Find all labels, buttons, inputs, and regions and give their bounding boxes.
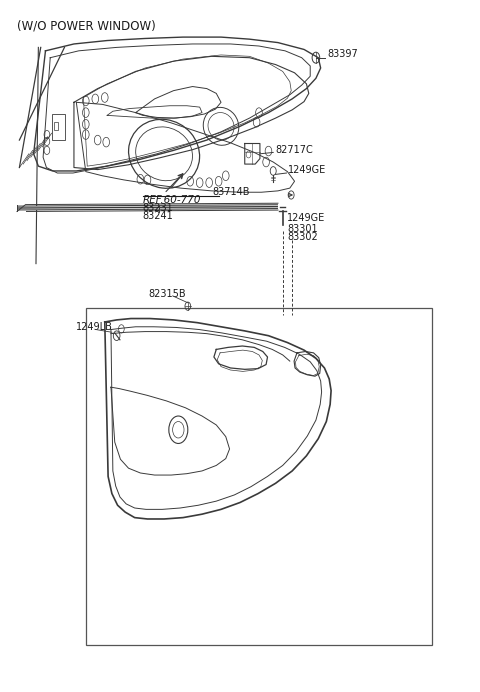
Text: 83301: 83301	[288, 224, 318, 235]
Text: 82717C: 82717C	[275, 145, 313, 155]
Text: 83302: 83302	[288, 232, 318, 242]
Text: 83714B: 83714B	[212, 188, 250, 197]
Text: 83397: 83397	[328, 48, 359, 59]
Bar	[86, 308, 432, 645]
Text: REF.60-770: REF.60-770	[143, 195, 201, 205]
Bar	[52, 114, 65, 140]
Text: 83231: 83231	[143, 203, 173, 213]
Bar	[54, 122, 58, 131]
Text: 82315B: 82315B	[148, 289, 186, 299]
Text: 1249LB: 1249LB	[76, 322, 113, 332]
Text: 1249GE: 1249GE	[288, 165, 327, 175]
Text: 1249GE: 1249GE	[288, 213, 326, 224]
Text: (W/O POWER WINDOW): (W/O POWER WINDOW)	[17, 20, 156, 33]
Text: 83241: 83241	[143, 211, 173, 221]
